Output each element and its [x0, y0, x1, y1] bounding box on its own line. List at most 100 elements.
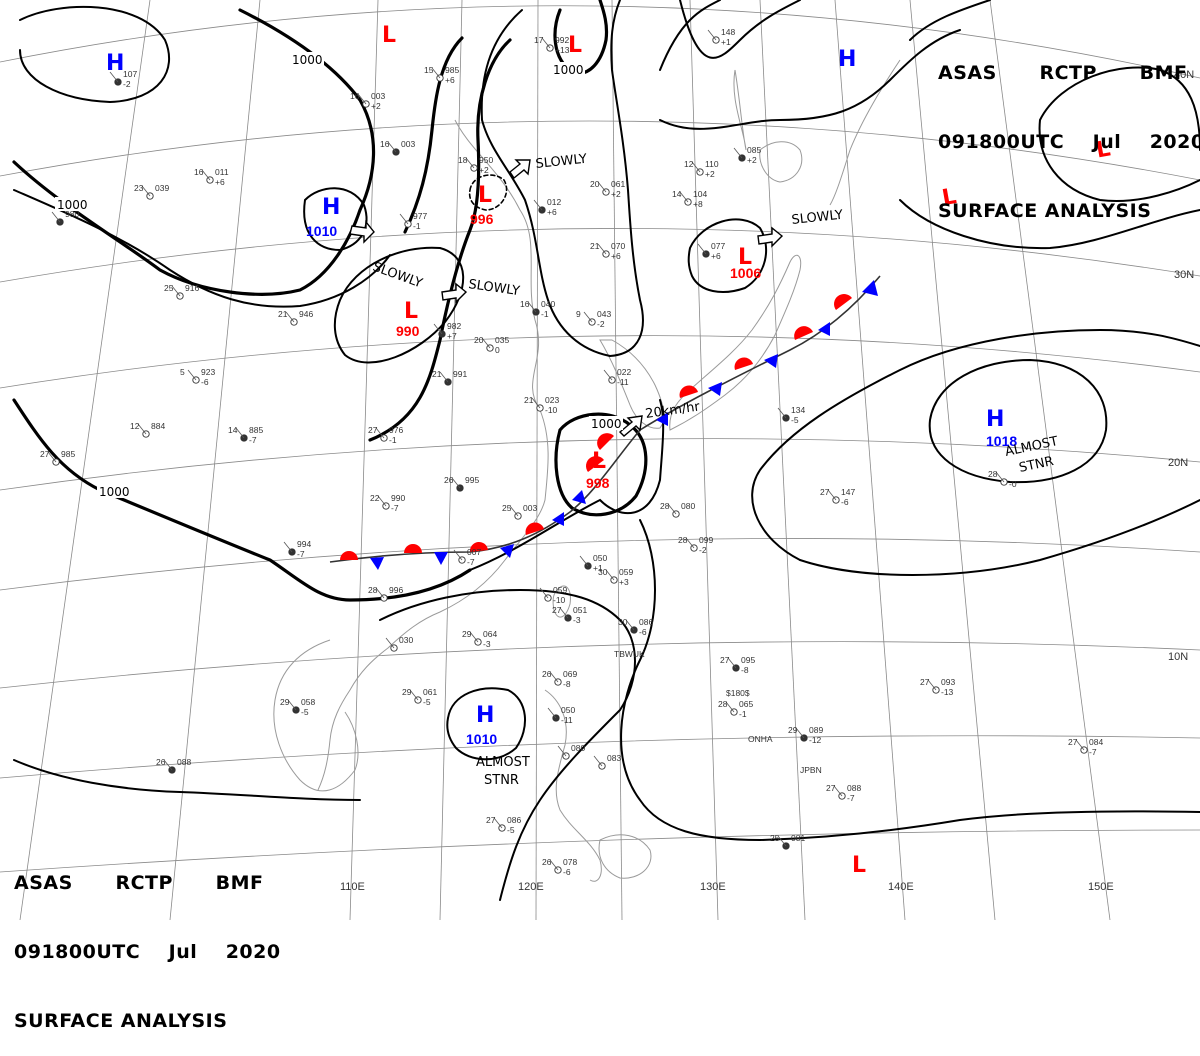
wind-barb [827, 489, 837, 501]
station-tendency: -6 [201, 377, 209, 387]
wind-barb [605, 569, 615, 581]
latitude-line-10n [0, 641, 1200, 689]
station-plot: 22 990-7 [370, 493, 405, 513]
longitude-label: 140E [888, 881, 914, 893]
low-center-l: L [592, 449, 606, 474]
station-id-label: TBWUK [614, 649, 645, 659]
station-plot: 21 946 [278, 309, 313, 326]
station-tendency: +6 [711, 251, 721, 261]
station-tendency: -1 [541, 309, 549, 319]
station-temperature: 25 [770, 833, 780, 843]
motion-arrow-east[interactable] [757, 226, 784, 248]
station-pressure: 050 [593, 553, 607, 563]
stationary-front [329, 275, 881, 570]
station-plot: 107-2 [109, 69, 137, 89]
station-plot: 26 995 [444, 475, 479, 492]
station-plot: 27 084-7 [1068, 737, 1103, 757]
station-pressure: 081 [791, 833, 805, 843]
longitude-line-120e [535, 0, 539, 920]
station-plot: 9 043-2 [576, 309, 611, 329]
station-tendency: -7 [391, 503, 399, 513]
warm-semicircle [525, 522, 544, 535]
station-tendency: -3 [573, 615, 581, 625]
isobar-label-bg [589, 416, 623, 430]
warm-semicircle [597, 433, 614, 450]
station-plot: 080 [557, 743, 585, 760]
station-pressure: 884 [151, 421, 165, 431]
station-pressure: 980 [65, 209, 79, 219]
motion-arrows [349, 159, 784, 437]
wind-barb [465, 157, 475, 169]
motion-arrow-northeast[interactable] [618, 415, 643, 437]
station-tendency: +2 [479, 165, 489, 175]
wind-barb [439, 371, 449, 383]
high-center-h: H [106, 51, 124, 76]
station-plot: 27 976-1 [368, 425, 403, 445]
motion-arrow-east[interactable] [349, 220, 375, 244]
station-pressure: 022 [617, 367, 631, 377]
isobar-label: 1000 [99, 485, 130, 499]
longitude-label: 120E [518, 881, 544, 893]
motion-arrow-northeast[interactable] [509, 159, 531, 180]
isobar-label-bg [290, 52, 324, 66]
station-pressure: 083 [607, 753, 621, 763]
station-pressure: 077 [711, 241, 725, 251]
header-bottom-left: ASAS RCTP BMF 091800UTC Jul 2020 SURFACE… [14, 826, 281, 1056]
station-pressure: 064 [483, 629, 497, 639]
wind-barb [539, 587, 549, 599]
header-month: Jul [168, 941, 198, 963]
wind-barb [531, 397, 541, 409]
wind-barb [777, 835, 787, 847]
station-pressure: 147 [841, 487, 855, 497]
high-center-h: H [322, 195, 340, 220]
station-plot: 21 070+6 [590, 241, 625, 261]
station-pressure: 095 [741, 655, 755, 665]
motion-arrow-east[interactable] [441, 282, 468, 304]
station-plot: 28 065-1 [718, 699, 753, 719]
station-temperature: 30 [618, 617, 628, 627]
longitude-label: 110E [340, 881, 365, 893]
high-pressure-value: 1018 [986, 433, 1017, 449]
station-temperature: 28 [660, 501, 670, 511]
wind-barb [47, 451, 57, 463]
wind-barb [691, 161, 701, 173]
isobar-ne-pacific [659, 0, 961, 130]
wind-barb [927, 679, 937, 691]
station-tendency: +2 [611, 189, 621, 199]
station-plot: 083 [593, 753, 621, 770]
wind-barb [597, 243, 607, 255]
cold-triangle [708, 382, 722, 396]
station-plot: 29 064-3 [462, 629, 497, 649]
station-temperature: 27 [1068, 737, 1078, 747]
station-plot: 994-7 [283, 539, 311, 559]
high-center-h: H [476, 703, 494, 728]
wind-barb [163, 759, 173, 771]
station-plot: 21 991 [432, 369, 467, 386]
station-temperature: 29 [402, 687, 412, 697]
wind-barb [453, 549, 463, 561]
station-pressure: 043 [597, 309, 611, 319]
coastline-mindanao [598, 834, 652, 879]
wind-barb [377, 495, 387, 507]
warm-semicircle [679, 385, 698, 398]
station-pressure: 086 [639, 617, 653, 627]
wind-barb [795, 727, 805, 739]
wind-barb [481, 337, 491, 349]
station-pressure: 099 [699, 535, 713, 545]
isobar-1000-south [12, 398, 472, 602]
station-temperature: 20 [474, 335, 484, 345]
station-tendency: +6 [611, 251, 621, 261]
station-plot: 27 095-8 [720, 655, 755, 675]
station-pressure: 069 [563, 669, 577, 679]
wind-barb [685, 537, 695, 549]
isobar-southern-ridge [799, 499, 1200, 576]
station-plot: 14 885-7 [228, 425, 263, 445]
wind-barb [625, 619, 635, 631]
system-note-line2: STNR [484, 773, 519, 788]
station-plot: 28 099-2 [678, 535, 713, 555]
station-pressure: 088 [177, 757, 191, 767]
isobar-label-bg [55, 197, 89, 211]
wind-barb [287, 699, 297, 711]
wind-barb [469, 631, 479, 643]
